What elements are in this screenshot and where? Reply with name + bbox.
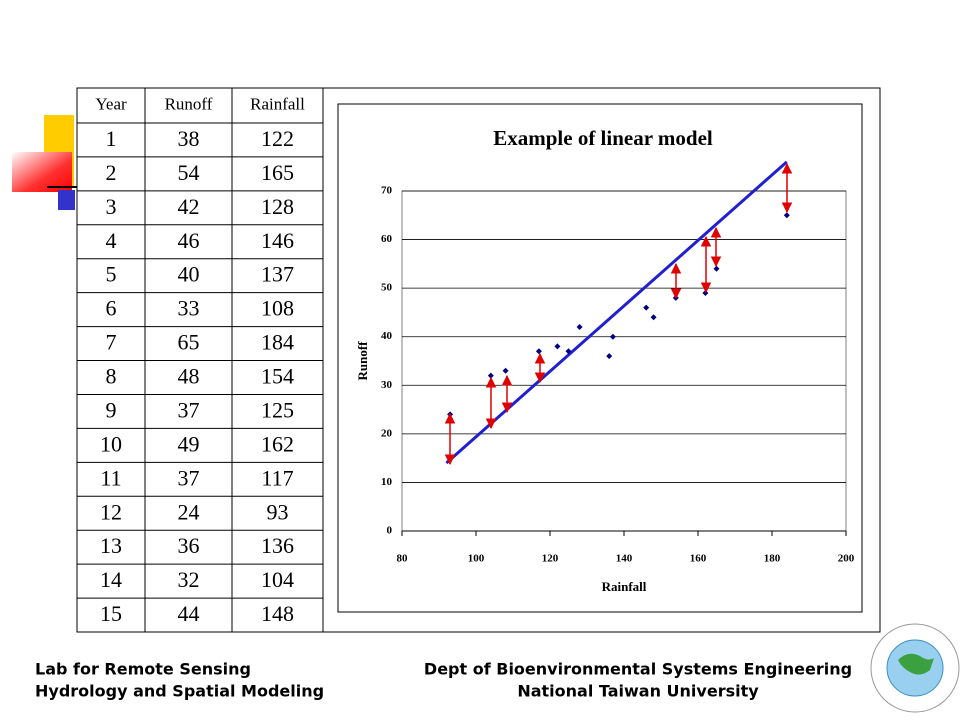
chart-frame xyxy=(337,103,863,613)
x-tick-label: 200 xyxy=(838,553,855,565)
table-cell: 125 xyxy=(261,397,294,422)
table-cell: 49 xyxy=(178,431,200,456)
point xyxy=(609,333,616,340)
x-tick-label: 180 xyxy=(764,553,781,565)
logo-land xyxy=(898,653,934,675)
point xyxy=(650,314,657,321)
table-cell: 3 xyxy=(106,194,117,219)
table-cell: 40 xyxy=(178,262,200,287)
x-axis-label: Rainfall xyxy=(602,579,647,594)
table-cell: 38 xyxy=(178,126,200,151)
table-cell: 11 xyxy=(100,465,121,490)
y-tick-label: 20 xyxy=(381,427,393,439)
y-tick-label: 0 xyxy=(387,525,393,537)
table-cell: 15 xyxy=(100,601,122,626)
point xyxy=(606,353,613,360)
table-header: Year xyxy=(95,94,127,113)
point xyxy=(565,348,572,355)
table-cell: 8 xyxy=(106,364,117,389)
table-cell: 108 xyxy=(261,296,294,321)
table-cell: 6 xyxy=(106,296,117,321)
chart-title: Example of linear model xyxy=(493,126,713,150)
footer-right: Dept of Bioenvironmental Systems Enginee… xyxy=(424,660,852,679)
table-cell: 4 xyxy=(106,228,117,253)
table-cell: 14 xyxy=(100,567,122,592)
table-cell: 24 xyxy=(178,499,200,524)
table-cell: 48 xyxy=(178,364,200,389)
table-cell: 12 xyxy=(100,499,122,524)
table-cell: 37 xyxy=(178,397,200,422)
y-tick-label: 40 xyxy=(381,330,393,342)
point xyxy=(643,304,650,311)
table-cell: 184 xyxy=(261,330,294,355)
x-tick-label: 160 xyxy=(690,553,707,565)
table-cell: 165 xyxy=(261,160,294,185)
logo xyxy=(870,623,960,713)
x-tick-label: 140 xyxy=(616,553,633,565)
table-cell: 33 xyxy=(178,296,200,321)
table-cell: 54 xyxy=(178,160,200,185)
table-cell: 128 xyxy=(261,194,294,219)
table-cell: 146 xyxy=(261,228,294,253)
table-cell: 10 xyxy=(100,431,122,456)
table-header: Rainfall xyxy=(250,94,305,113)
deco-red xyxy=(12,152,72,192)
point xyxy=(713,265,720,272)
table-cell: 9 xyxy=(106,397,117,422)
y-tick-label: 70 xyxy=(381,185,393,197)
table-cell: 154 xyxy=(261,364,294,389)
table-cell: 44 xyxy=(178,601,200,626)
y-tick-label: 30 xyxy=(381,379,393,391)
footer-right: National Taiwan University xyxy=(517,682,759,701)
table-cell: 42 xyxy=(178,194,200,219)
footer-left: Hydrology and Spatial Modeling xyxy=(35,682,324,701)
x-tick-label: 80 xyxy=(397,553,409,565)
y-axis-label: Runoff xyxy=(355,341,370,381)
table-cell: 36 xyxy=(178,533,200,558)
table-cell: 122 xyxy=(261,126,294,151)
table-cell: 13 xyxy=(100,533,122,558)
chart: Example of linear model Rainfall Runoff … xyxy=(355,126,855,594)
residual-arrows xyxy=(444,162,793,466)
table-cell: 148 xyxy=(261,601,294,626)
table-cell: 1 xyxy=(106,126,117,151)
table-cell: 93 xyxy=(267,499,289,524)
table-cell: 162 xyxy=(261,431,294,456)
table-cell: 137 xyxy=(261,262,294,287)
table-cell: 104 xyxy=(261,567,294,592)
table-header: Runoff xyxy=(165,94,213,113)
table-cell: 32 xyxy=(178,567,200,592)
point xyxy=(502,367,509,374)
table-cell: 37 xyxy=(178,465,200,490)
point xyxy=(554,343,561,350)
x-tick-label: 120 xyxy=(542,553,559,565)
y-tick-label: 50 xyxy=(381,282,393,294)
table-cell: 65 xyxy=(178,330,200,355)
point xyxy=(535,348,542,355)
table-cell: 5 xyxy=(106,262,117,287)
footer-left: Lab for Remote Sensing xyxy=(35,660,251,679)
table-cell: 117 xyxy=(261,465,293,490)
point xyxy=(576,324,583,330)
x-tick-label: 100 xyxy=(468,553,485,565)
table-cell: 136 xyxy=(261,533,294,558)
y-tick-label: 60 xyxy=(381,233,393,245)
point xyxy=(783,212,790,219)
table-cell: 2 xyxy=(106,160,117,185)
table-cell: 46 xyxy=(178,228,200,253)
y-tick-label: 10 xyxy=(381,476,393,488)
table-cell: 7 xyxy=(106,330,117,355)
deco-blue xyxy=(58,190,75,210)
